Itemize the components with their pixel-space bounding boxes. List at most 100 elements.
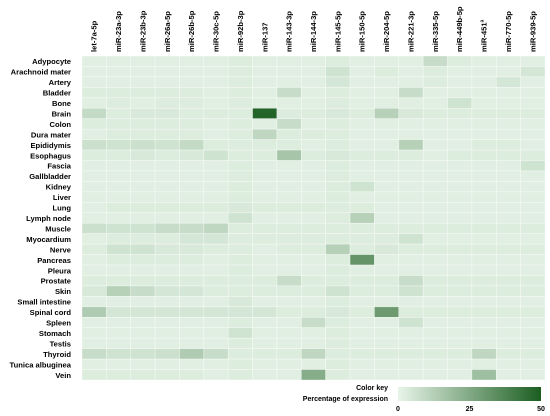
heatmap-cell	[252, 306, 278, 318]
heatmap-cell	[520, 275, 546, 287]
heatmap-cell	[495, 369, 521, 381]
heatmap-cell	[154, 254, 180, 266]
heatmap-cell	[252, 76, 278, 88]
heatmap-cell	[374, 76, 400, 88]
heatmap-cell	[447, 202, 473, 214]
heatmap-cell	[154, 337, 180, 349]
heatmap-cell	[106, 76, 132, 88]
row-label: Esophagus	[30, 151, 71, 160]
heatmap-cell	[154, 107, 180, 120]
heatmap-cell	[154, 149, 180, 161]
heatmap-cell	[130, 306, 156, 318]
heatmap-cell	[130, 254, 156, 266]
heatmap-cell	[301, 358, 326, 370]
heatmap-cell	[422, 128, 448, 140]
heatmap-cell	[349, 55, 375, 67]
heatmap-cell	[276, 285, 302, 297]
color-key-subtitle: Percentage of expression	[303, 396, 388, 403]
heatmap-cell	[495, 55, 521, 67]
heatmap-cell	[520, 118, 546, 130]
heatmap-cell	[252, 285, 278, 297]
heatmap-cell	[471, 97, 497, 109]
heatmap-cell	[227, 327, 253, 339]
heatmap-cell	[520, 128, 546, 140]
heatmap-cell	[227, 264, 253, 276]
heatmap-cell	[349, 358, 375, 370]
heatmap-cell	[276, 316, 302, 329]
heatmap-cell	[325, 55, 351, 67]
heatmap-cell	[325, 191, 351, 203]
heatmap-cell	[471, 107, 497, 120]
heatmap-cell	[154, 160, 180, 172]
heatmap-cell	[398, 264, 424, 276]
heatmap-cell	[495, 97, 521, 109]
heatmap-cell	[130, 107, 156, 120]
heatmap-cell	[203, 55, 229, 67]
column-label: miR-23a-3p	[114, 11, 123, 52]
heatmap-cell	[106, 97, 132, 109]
heatmap-cell	[374, 296, 400, 308]
heatmap-cell	[252, 139, 278, 151]
heatmap-cell	[252, 149, 278, 161]
heatmap-cell	[179, 316, 205, 329]
row-label: Colon	[49, 120, 71, 129]
heatmap-cell	[422, 202, 448, 214]
heatmap-cell	[252, 222, 278, 234]
heatmap-cell	[301, 97, 326, 109]
heatmap-cell	[471, 87, 497, 99]
heatmap-cell	[447, 327, 473, 339]
heatmap-cell	[471, 243, 497, 255]
heatmap-cell	[471, 254, 497, 266]
heatmap-cell	[276, 275, 302, 287]
heatmap-cell	[471, 139, 497, 151]
heatmap-cell	[276, 107, 302, 120]
column-labels: let-7a-5p miR-23a-3p miR-23b-3p miR-26a-5p m…	[90, 6, 538, 52]
heatmap-cell	[179, 275, 205, 287]
heatmap-cell	[325, 76, 351, 88]
heatmap-cell	[106, 191, 132, 203]
heatmap-cell	[81, 222, 107, 234]
heatmap-cell	[154, 128, 180, 140]
heatmap-cell	[130, 97, 156, 109]
heatmap-cell	[495, 139, 521, 151]
heatmap-cell	[106, 107, 132, 120]
heatmap-cell	[349, 139, 375, 151]
heatmap-cell	[276, 76, 302, 88]
heatmap-cell	[276, 306, 302, 318]
heatmap-cell	[154, 139, 180, 151]
heatmap-cell	[471, 66, 497, 78]
heatmap-cell	[325, 118, 351, 130]
heatmap-cell	[227, 275, 253, 287]
heatmap-cell	[203, 285, 229, 297]
heatmap-cell	[520, 337, 546, 349]
heatmap-cell	[447, 66, 473, 78]
heatmap-cell	[81, 149, 107, 161]
heatmap-cell	[179, 87, 205, 99]
heatmap-cell	[325, 97, 351, 109]
heatmap-cell	[276, 254, 302, 266]
row-label: Arachnoid mater	[11, 68, 71, 77]
heatmap-cell	[374, 233, 400, 245]
heatmap-cell	[154, 243, 180, 255]
heatmap-cell	[130, 358, 156, 370]
heatmap-cell	[349, 285, 375, 297]
row-label: Lung	[52, 204, 71, 213]
heatmap-cell	[130, 118, 156, 130]
heatmap-cell	[422, 358, 448, 370]
heatmap-cell	[81, 181, 107, 193]
row-label: Testis	[50, 339, 71, 348]
heatmap-cell	[349, 296, 375, 308]
row-label: Spleen	[46, 319, 71, 328]
heatmap-cell	[227, 358, 253, 370]
heatmap-cell	[495, 191, 521, 203]
row-label: Pleura	[48, 266, 72, 275]
heatmap-cell	[227, 118, 253, 130]
heatmap-cell	[130, 66, 156, 78]
heatmap-cell	[81, 160, 107, 172]
heatmap-cell	[398, 254, 424, 266]
heatmap-cell	[374, 285, 400, 297]
heatmap-cell	[179, 202, 205, 214]
heatmap-cell	[130, 160, 156, 172]
heatmap-cell	[154, 285, 180, 297]
